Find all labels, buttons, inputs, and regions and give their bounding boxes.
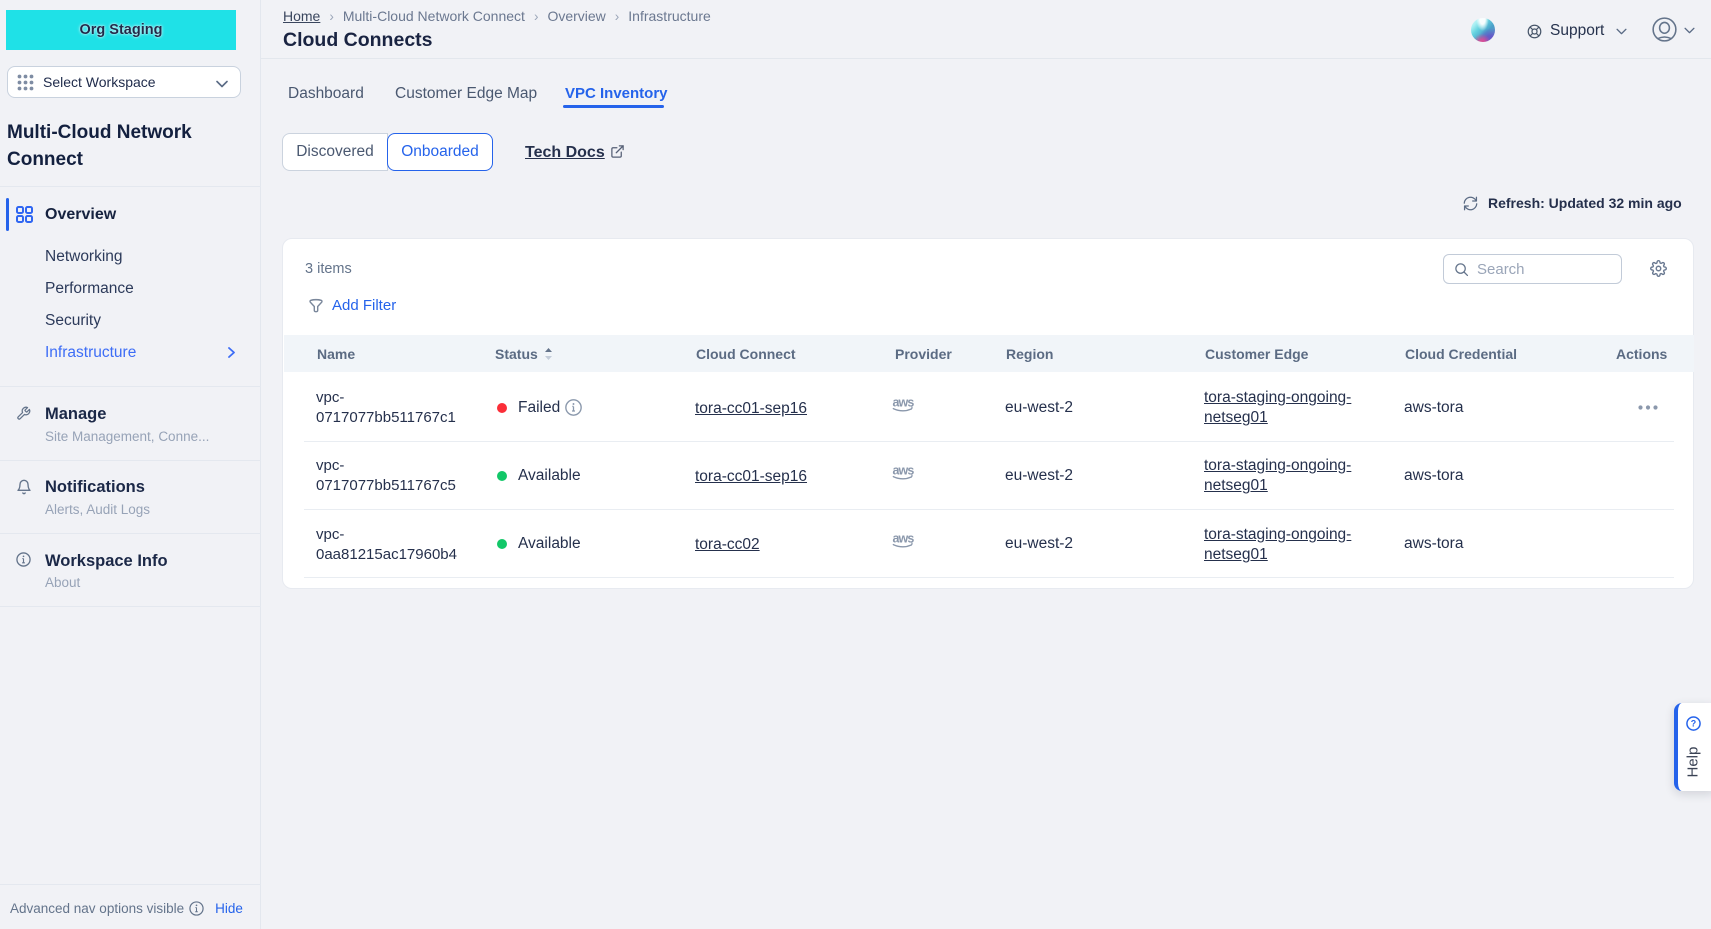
svg-text:aws: aws: [893, 533, 915, 546]
svg-text:?: ?: [1691, 719, 1696, 729]
svg-text:aws: aws: [893, 397, 915, 410]
svg-text:aws: aws: [893, 465, 915, 478]
